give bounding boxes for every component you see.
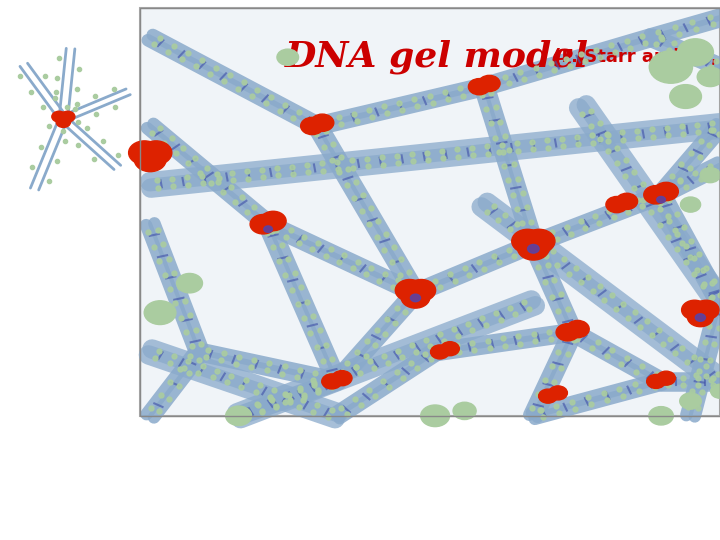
Circle shape xyxy=(654,183,678,201)
Circle shape xyxy=(647,374,665,388)
Circle shape xyxy=(441,342,459,356)
Circle shape xyxy=(56,117,71,127)
Circle shape xyxy=(407,280,436,301)
Circle shape xyxy=(696,314,706,321)
Circle shape xyxy=(711,384,720,399)
Circle shape xyxy=(649,407,673,425)
Circle shape xyxy=(420,405,449,427)
Circle shape xyxy=(678,39,714,66)
Circle shape xyxy=(301,117,324,134)
Circle shape xyxy=(682,300,708,320)
Circle shape xyxy=(670,85,701,109)
Circle shape xyxy=(649,51,693,83)
Circle shape xyxy=(657,197,665,203)
Circle shape xyxy=(129,141,161,165)
Circle shape xyxy=(225,406,251,426)
Circle shape xyxy=(616,193,638,210)
Circle shape xyxy=(453,402,476,420)
Circle shape xyxy=(52,111,66,122)
Circle shape xyxy=(680,197,701,212)
Circle shape xyxy=(140,141,172,165)
Circle shape xyxy=(693,300,719,320)
Circle shape xyxy=(332,370,352,386)
Circle shape xyxy=(322,374,342,389)
Circle shape xyxy=(606,197,628,213)
Circle shape xyxy=(556,323,579,341)
Circle shape xyxy=(657,371,675,385)
Circle shape xyxy=(311,114,334,131)
Circle shape xyxy=(549,386,567,400)
Circle shape xyxy=(518,237,549,260)
Circle shape xyxy=(250,214,276,234)
Circle shape xyxy=(697,67,720,86)
Circle shape xyxy=(680,393,701,409)
Circle shape xyxy=(401,287,430,308)
Circle shape xyxy=(410,294,420,302)
Circle shape xyxy=(395,280,424,301)
Circle shape xyxy=(512,230,544,253)
Text: (F. Starr and FS, JPCM, 2006): (F. Starr and FS, JPCM, 2006) xyxy=(547,48,720,66)
Circle shape xyxy=(431,345,449,359)
Circle shape xyxy=(144,301,176,325)
Circle shape xyxy=(528,245,539,253)
Circle shape xyxy=(479,76,500,92)
Circle shape xyxy=(469,79,490,95)
Circle shape xyxy=(260,211,286,231)
Circle shape xyxy=(176,273,202,293)
Circle shape xyxy=(566,320,589,338)
Circle shape xyxy=(523,230,555,253)
Circle shape xyxy=(539,389,557,403)
Circle shape xyxy=(700,167,720,183)
Circle shape xyxy=(644,186,668,204)
Circle shape xyxy=(60,111,75,122)
Circle shape xyxy=(135,148,166,172)
FancyBboxPatch shape xyxy=(140,8,720,416)
Text: DNA gel model: DNA gel model xyxy=(284,39,588,74)
Circle shape xyxy=(264,226,272,232)
Circle shape xyxy=(277,49,299,65)
Circle shape xyxy=(688,307,714,327)
